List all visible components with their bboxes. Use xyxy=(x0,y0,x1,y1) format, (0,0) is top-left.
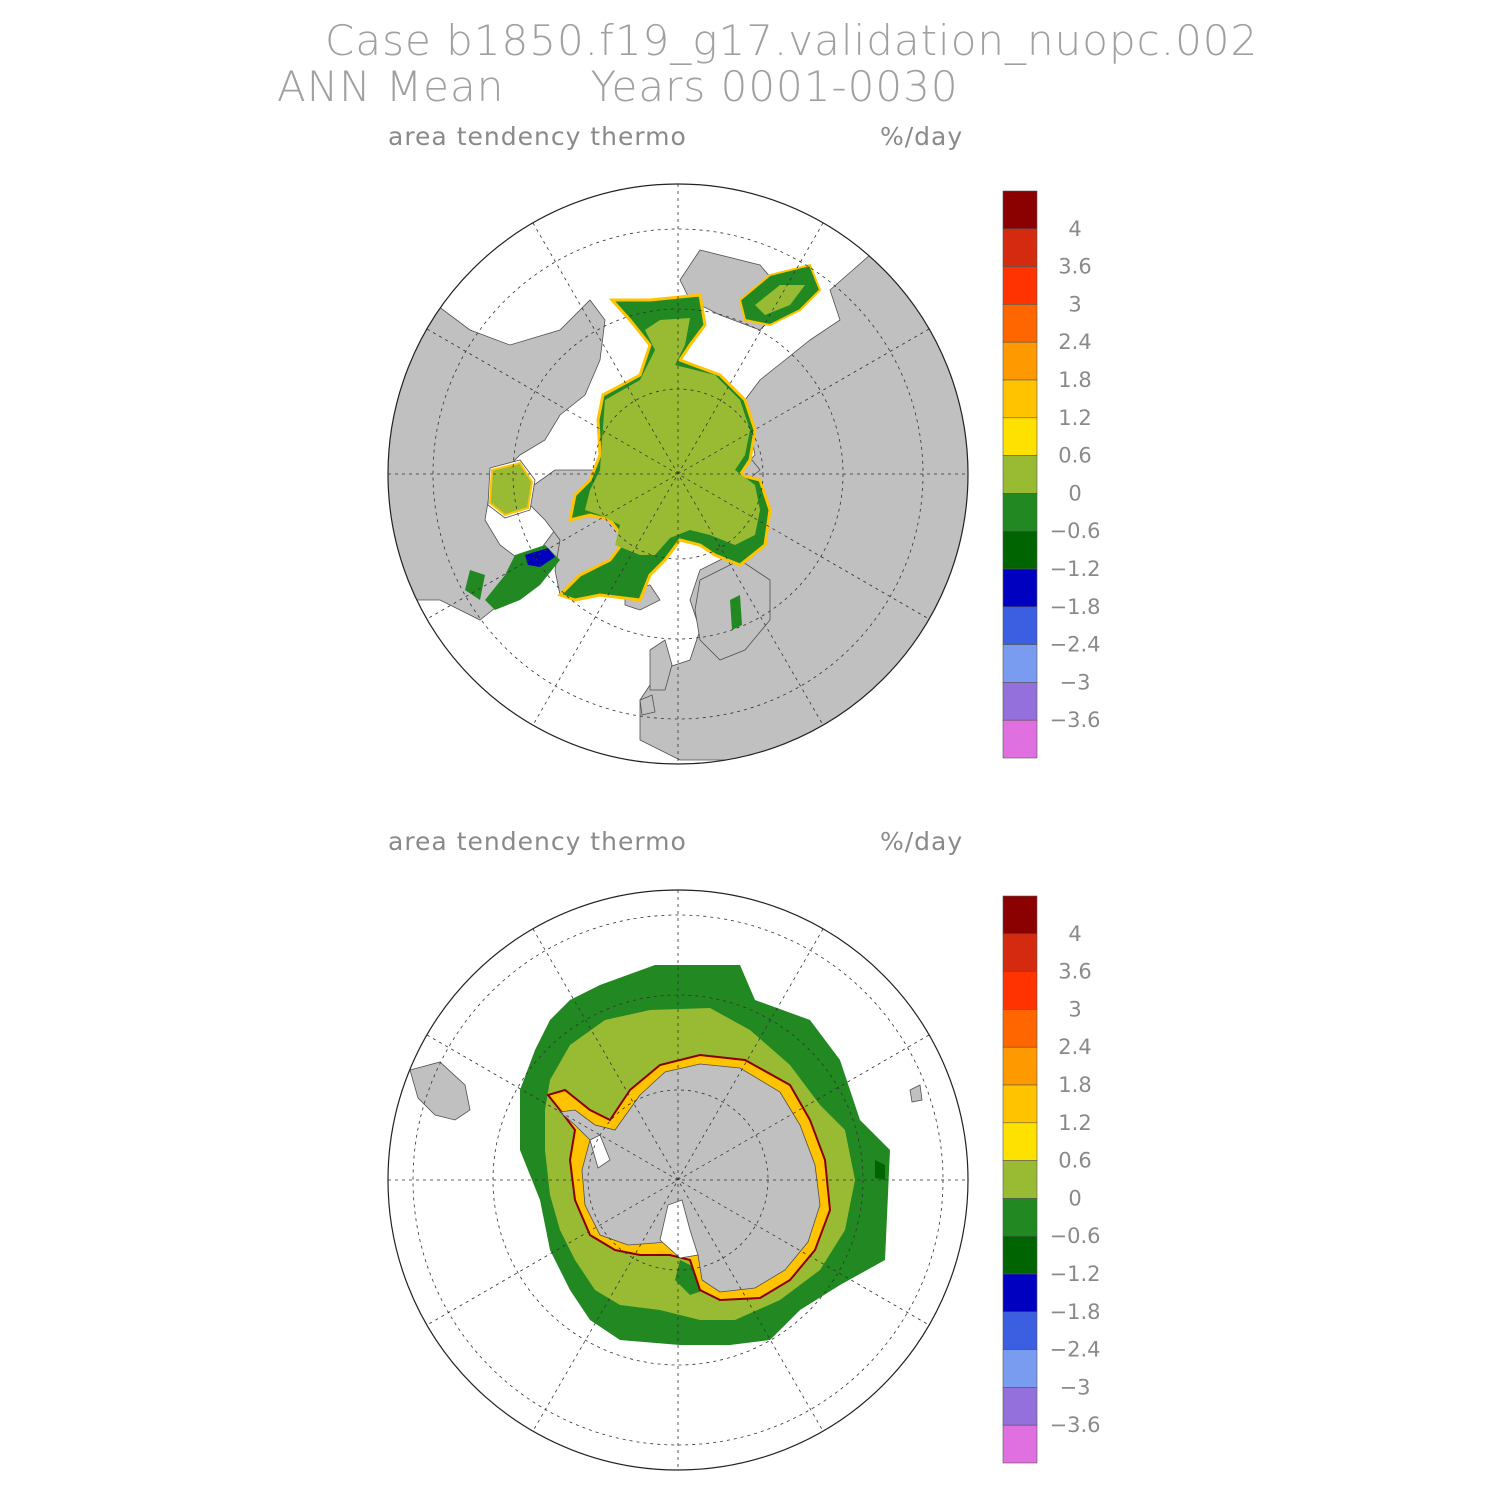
colorbar-tick-label: 4 xyxy=(1068,922,1081,946)
south-variable-label: area tendency thermo xyxy=(388,827,687,856)
colorbar-swatch xyxy=(1002,304,1038,343)
colorbar-tick-label: 4 xyxy=(1068,217,1081,241)
colorbar-swatch xyxy=(1002,1122,1038,1161)
colorbar-swatch xyxy=(1002,568,1038,608)
north-map-boundary xyxy=(387,183,969,765)
colorbar-tick-label: 2.4 xyxy=(1058,1035,1091,1059)
colorbar-swatch xyxy=(1002,228,1038,267)
colorbar-swatch xyxy=(1002,379,1038,419)
south-graticule xyxy=(388,890,968,1470)
colorbar-swatch xyxy=(1002,190,1038,230)
colorbar-swatch xyxy=(1002,606,1038,645)
colorbar-tick-label: −1.8 xyxy=(1050,1300,1101,1324)
colorbar-tick-label: 0 xyxy=(1068,1186,1081,1210)
colorbar-tick-label: 1.8 xyxy=(1058,368,1091,392)
colorbar-tick-label: 0.6 xyxy=(1058,1149,1091,1173)
colorbar-tick-label: −0.6 xyxy=(1050,519,1101,543)
colorbar-tick-label: 3.6 xyxy=(1058,960,1091,984)
north-graticule xyxy=(388,184,968,764)
colorbar-swatch xyxy=(1002,417,1038,456)
colorbar-tick-label: −3.6 xyxy=(1050,708,1101,732)
colorbar-swatch xyxy=(1002,455,1038,494)
colorbar-tick-label: 0.6 xyxy=(1058,444,1091,468)
north-sea-ice xyxy=(465,263,822,630)
colorbar-swatch xyxy=(1002,1273,1038,1313)
colorbar-swatch xyxy=(1002,971,1038,1010)
colorbar-tick-label: −2.4 xyxy=(1050,633,1101,657)
south-polar-map xyxy=(387,889,969,1471)
colorbar-swatch xyxy=(1002,1009,1038,1048)
colorbar-north: 4 3.6 3 2.4 1.8 1.2 0.6 0 −0.6 −1.2 −1.8 −2.4 −3 −3.6 xyxy=(1002,190,1101,759)
colorbar-swatch xyxy=(1002,895,1038,935)
colorbar-swatch xyxy=(1002,644,1038,683)
colorbar-swatch xyxy=(1002,682,1038,721)
colorbar-swatch xyxy=(1002,719,1038,759)
north-variable-label: area tendency thermo xyxy=(388,122,687,151)
colorbar-tick-label: −1.8 xyxy=(1050,595,1101,619)
colorbar-tick-label: 0 xyxy=(1068,481,1081,505)
south-map-boundary xyxy=(387,889,969,1471)
colorbar-swatch xyxy=(1002,1046,1038,1086)
colorbar-south: 4 3.6 3 2.4 1.8 1.2 0.6 0 −0.6 −1.2 −1.8 −2.4 −3 −3.6 xyxy=(1002,895,1101,1464)
colorbar-tick-label: −3 xyxy=(1060,670,1091,694)
colorbar-tick-label: −0.6 xyxy=(1050,1224,1101,1248)
colorbar-swatch xyxy=(1002,530,1038,570)
colorbar-tick-label: 1.2 xyxy=(1058,1111,1091,1135)
colorbar-swatch xyxy=(1002,1084,1038,1124)
colorbar-tick-label: 1.8 xyxy=(1058,1073,1091,1097)
colorbar-swatch xyxy=(1002,1235,1038,1275)
colorbar-tick-label: −1.2 xyxy=(1050,1262,1101,1286)
colorbar-swatch xyxy=(1002,1349,1038,1388)
colorbar-swatch xyxy=(1002,933,1038,972)
colorbar-tick-label: −2.4 xyxy=(1050,1338,1101,1362)
south-america-tip xyxy=(409,1061,471,1121)
colorbar-tick-label: 2.4 xyxy=(1058,330,1091,354)
colorbar-tick-label: 3.6 xyxy=(1058,255,1091,279)
colorbar-swatch xyxy=(1002,1424,1038,1464)
colorbar-tick-label: 3 xyxy=(1068,292,1081,316)
colorbar-swatch xyxy=(1002,341,1038,381)
colorbar-swatch xyxy=(1002,1198,1038,1237)
colorbar-swatch xyxy=(1002,1311,1038,1350)
north-polar-map xyxy=(387,183,969,765)
colorbar-tick-label: −3 xyxy=(1060,1375,1091,1399)
colorbar-swatch xyxy=(1002,266,1038,305)
colorbar-swatch xyxy=(1002,493,1038,532)
colorbar-tick-label: −3.6 xyxy=(1050,1413,1101,1437)
north-land xyxy=(388,249,968,761)
title-line-2: ANN Mean Years 0001-0030 xyxy=(277,62,959,111)
north-units-label: %/day xyxy=(880,122,964,151)
colorbar-swatch xyxy=(1002,1160,1038,1199)
colorbar-tick-label: 1.2 xyxy=(1058,406,1091,430)
colorbar-swatch xyxy=(1002,1387,1038,1426)
colorbar-tick-label: 3 xyxy=(1068,997,1081,1021)
south-units-label: %/day xyxy=(880,827,964,856)
colorbar-tick-label: −1.2 xyxy=(1050,557,1101,581)
title-line-1: Case b1850.f19_g17.validation_nuopc.002 xyxy=(325,16,1259,65)
